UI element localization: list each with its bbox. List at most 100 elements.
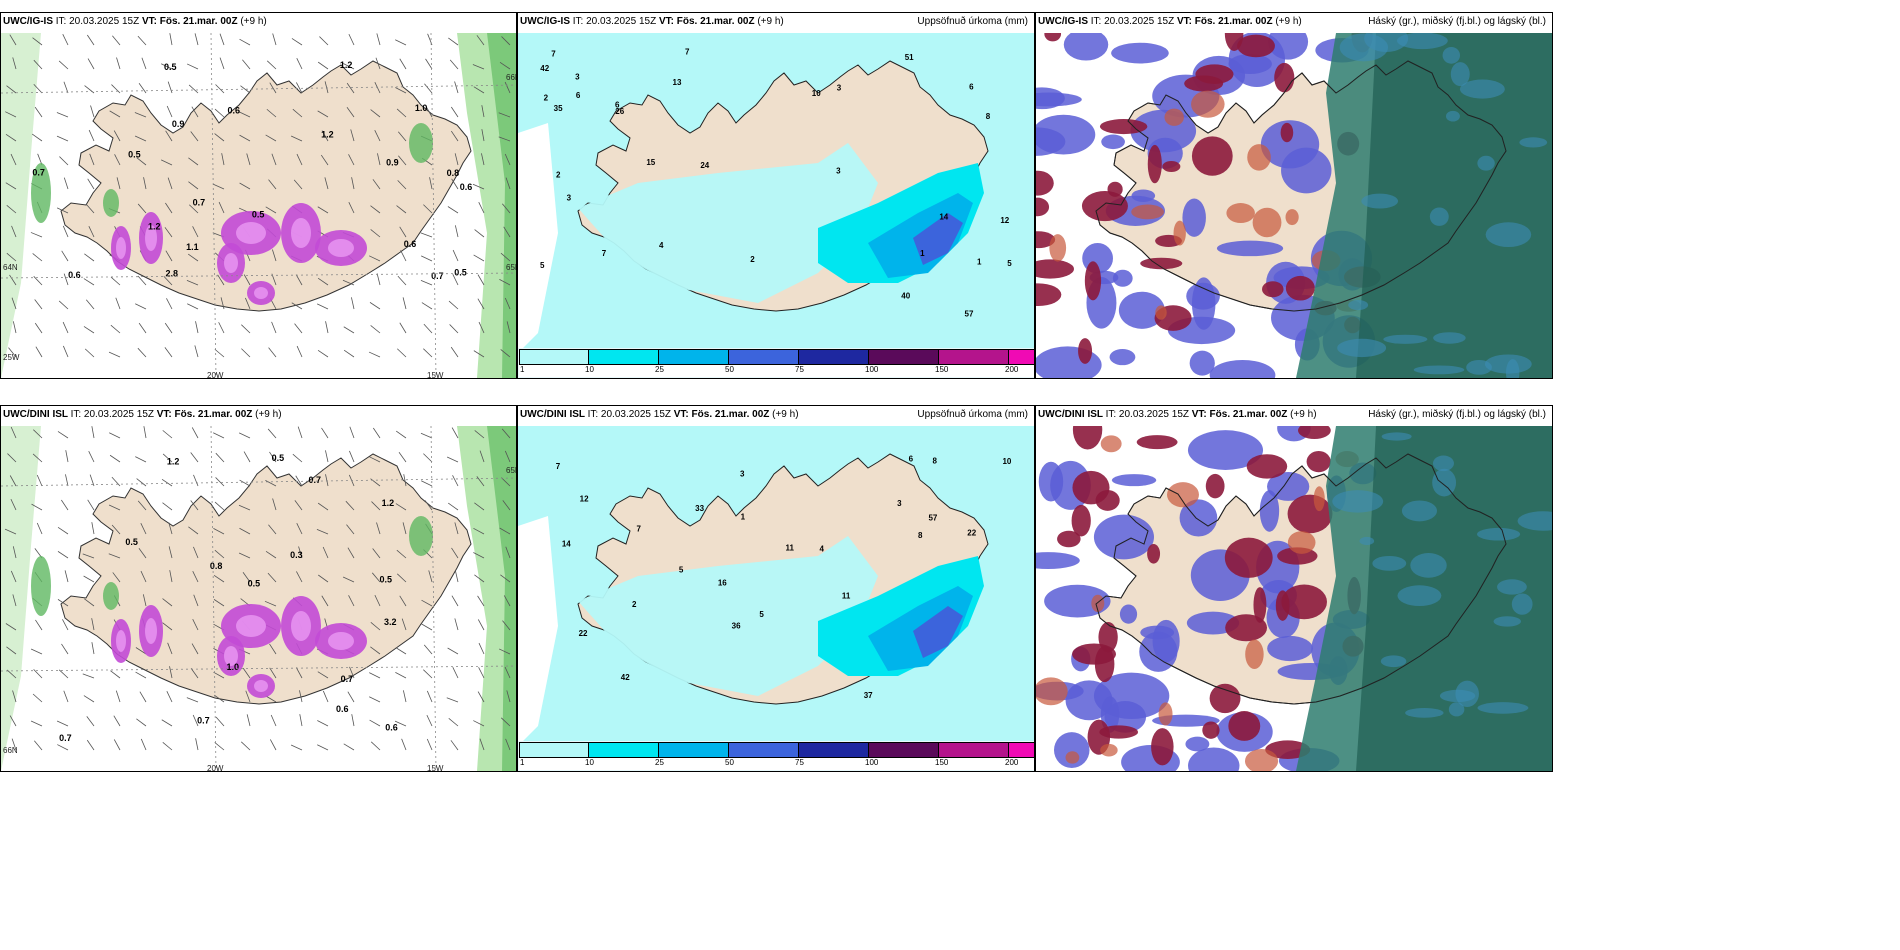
wind-map: 1.0 1.2 0.5 0.5 0.5 0.7 0.7 0.6 0.5 0.7 0.6 0.8 1.2 3… [1, 426, 516, 771]
wind-barb [424, 83, 433, 94]
field-blob [1497, 579, 1527, 595]
field-blob [1036, 197, 1050, 217]
precip-value-label: 12 [1000, 216, 1009, 225]
wind-barb [369, 302, 381, 310]
field-blob [1111, 42, 1169, 64]
wind-barb [163, 275, 173, 286]
wind-barb [481, 153, 485, 166]
wind-barb [32, 453, 43, 463]
field-blob [1361, 193, 1399, 209]
wind-barb [372, 427, 381, 439]
field-blob [1044, 33, 1062, 42]
precip-value-label: 0.5 [248, 579, 261, 589]
precip-value-label: 42 [540, 64, 549, 73]
wind-barb [317, 61, 329, 70]
wind-barb [479, 738, 485, 751]
field-blob [1396, 33, 1448, 50]
wind-barb [399, 226, 407, 238]
wind-barb [242, 667, 251, 679]
wind-barb [450, 106, 459, 118]
precip-value-label: 0.7 [431, 271, 444, 281]
wind-barb [291, 302, 303, 310]
wind-barb [501, 428, 511, 439]
precip-value-label: 0.8 [210, 561, 223, 571]
wind-barb [186, 280, 199, 286]
precip-value-label: 5 [1007, 259, 1012, 268]
wind-barb [349, 666, 355, 679]
wind-barb [10, 570, 17, 583]
wind-barb [423, 453, 433, 463]
wind-barb [220, 297, 225, 310]
wind-barb [188, 84, 199, 94]
wind-barb [454, 225, 459, 238]
wind-barb [213, 432, 225, 439]
graticule-label: 64N [3, 263, 18, 272]
wind-barb [190, 131, 199, 142]
wind-barb [506, 321, 511, 334]
wind-barb [505, 177, 511, 190]
precip-value-label: 7 [551, 49, 556, 58]
wind-barb [369, 456, 381, 463]
wind-barb [296, 58, 303, 70]
wind-barb [347, 547, 355, 559]
wind-barb [421, 599, 433, 607]
wind-barb [63, 81, 69, 94]
wind-barb [33, 83, 43, 94]
wind-barb [193, 474, 199, 487]
wind-barb [265, 695, 277, 703]
field-blob [1519, 137, 1548, 148]
wind-barb [61, 250, 69, 262]
precip-value-label: 8 [932, 456, 937, 465]
wind-barb [33, 429, 43, 439]
wind-barb [214, 742, 225, 751]
wind-barb [499, 527, 511, 535]
wind-barb [166, 105, 173, 118]
wind-barb [370, 229, 381, 238]
wind-barb [296, 523, 303, 535]
map-panel-dini-precip: 2 3 5 4 7 6 10 22 11 37 22 16 14 57 33 36 42 8 12 5 7 1 11 8 3 1 1… [517, 405, 1035, 772]
wind-barb [420, 232, 433, 238]
wind-barb [241, 324, 251, 334]
wind-barb [296, 345, 303, 358]
wind-barb [369, 719, 381, 727]
panel-title: UWC/DINI ISL IT: 20.03.2025 15Z VT: Fös.… [520, 409, 799, 420]
precip-value-label: 13 [673, 78, 682, 87]
wind-barb [318, 574, 329, 583]
wind-barb [374, 81, 381, 94]
wind-barb [140, 570, 147, 583]
wind-barb [317, 110, 329, 118]
wind-barb [83, 575, 95, 583]
wind-barb [295, 475, 303, 487]
wind-barb [108, 351, 121, 358]
wind-barb [164, 322, 173, 334]
field-blob [1484, 354, 1532, 374]
wind-barb [110, 670, 121, 679]
wind-barb [191, 106, 199, 118]
precip-value-label: 0.7 [341, 674, 354, 684]
precip-value-label: 0.9 [172, 119, 185, 129]
field-blob [1275, 590, 1290, 621]
field-blob [1036, 170, 1054, 196]
wind-barb [115, 690, 121, 703]
wind-barb [192, 714, 199, 727]
precip-value-label: 0.7 [59, 733, 72, 743]
wind-barb [63, 690, 69, 703]
wind-barb [110, 324, 121, 334]
precip-value-label: 57 [965, 309, 974, 318]
field-blob [103, 582, 119, 610]
field-blob [1397, 585, 1442, 607]
wind-barb [268, 179, 277, 190]
wind-barb [169, 666, 173, 679]
wind-barb [140, 738, 147, 751]
wind-barb [57, 526, 69, 535]
wind-barb [188, 181, 199, 190]
wind-barb [215, 477, 225, 487]
wind-barb [397, 275, 407, 286]
field-blob [1191, 136, 1233, 176]
wind-barb [142, 594, 147, 607]
graticule-label: 65N [506, 263, 516, 272]
wind-barb [65, 474, 69, 487]
wind-barb [343, 349, 355, 358]
wind-barb [34, 322, 43, 334]
field-blob [1364, 33, 1409, 52]
